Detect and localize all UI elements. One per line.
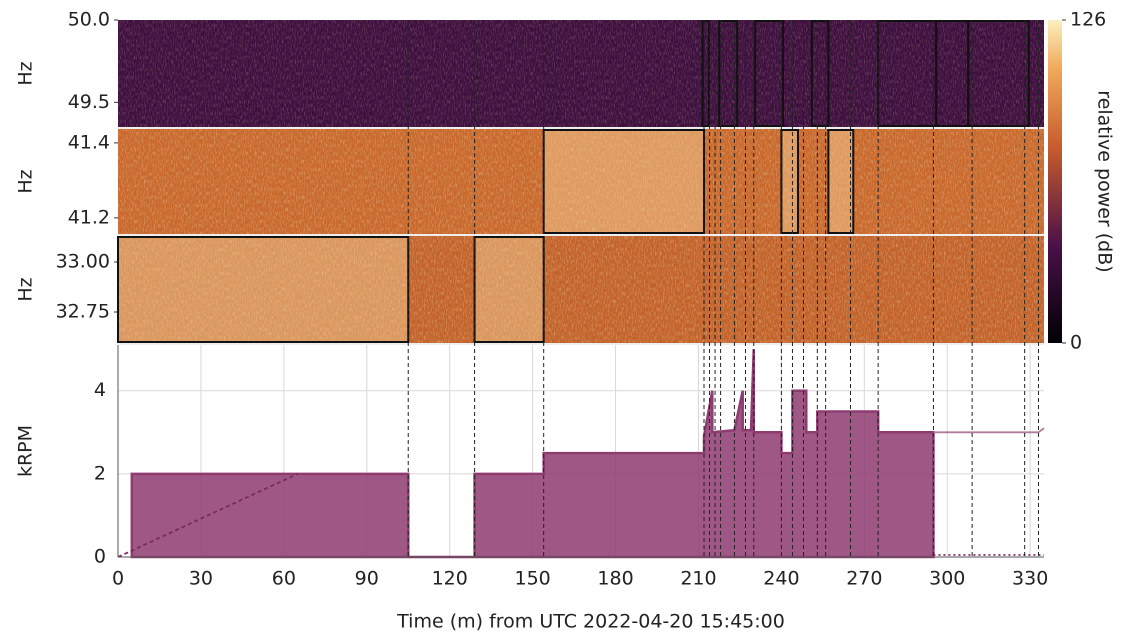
detection-box	[754, 20, 785, 127]
detection-box	[827, 129, 855, 234]
detection-box	[718, 20, 739, 127]
line	[117, 473, 299, 558]
detection-box	[473, 236, 545, 343]
y-tick-label: 41.4	[68, 131, 110, 153]
detection-box	[967, 20, 1030, 127]
colorbar-label: relative power (dB)	[1094, 90, 1116, 272]
y-tick-label: 4	[94, 379, 106, 401]
y-axis-label: Hz	[15, 169, 37, 193]
x-tick-label: 150	[514, 568, 550, 590]
x-tick-label: 90	[355, 568, 379, 590]
x-tick-label: 330	[1012, 568, 1048, 590]
colorbar	[1048, 20, 1062, 343]
x-tick-label: 120	[432, 568, 468, 590]
y-tick-label: 32.75	[56, 301, 110, 323]
x-tick-label: 240	[763, 568, 799, 590]
x-tick-label: 270	[846, 568, 882, 590]
y-axis-label: kRPM	[15, 425, 37, 477]
detection-box	[117, 236, 410, 343]
y-tick-label: 50.0	[68, 9, 110, 31]
spectrogram-noise	[118, 129, 1044, 234]
x-axis-label: Time (m) from UTC 2022-04-20 15:45:00	[396, 611, 785, 633]
line	[933, 427, 1045, 434]
y-tick-label: 41.2	[68, 206, 110, 228]
detection-box	[542, 129, 706, 234]
colorbar-tick-label: 0	[1070, 332, 1082, 354]
x-tick-label: 210	[680, 568, 716, 590]
x-tick-label: 300	[929, 568, 965, 590]
area	[130, 349, 935, 559]
y-axis-label: Hz	[15, 277, 37, 301]
y-tick-label: 33.00	[56, 251, 110, 273]
y-tick-label: 2	[94, 462, 106, 484]
spectrogram-noise	[118, 20, 1044, 127]
y-tick-label: 0	[94, 546, 106, 568]
x-tick-label: 0	[112, 568, 124, 590]
colorbar-tick-label: 126	[1070, 9, 1106, 31]
x-tick-label: 180	[597, 568, 633, 590]
y-tick-label: 49.5	[68, 91, 110, 113]
x-tick-label: 60	[272, 568, 296, 590]
detection-box	[780, 129, 799, 234]
detection-box	[701, 20, 710, 127]
detection-box	[810, 20, 830, 127]
y-axis-label: Hz	[15, 61, 37, 85]
x-tick-label: 30	[189, 568, 213, 590]
spectrogram-noise	[118, 236, 1044, 343]
